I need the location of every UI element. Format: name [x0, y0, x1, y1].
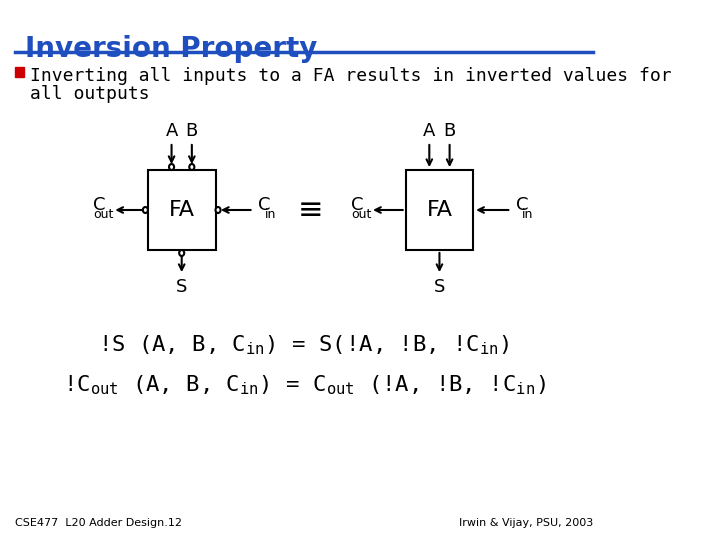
Text: C: C: [258, 196, 270, 214]
Text: Inversion Property: Inversion Property: [25, 35, 318, 63]
Text: Inverting all inputs to a FA results in inverted values for: Inverting all inputs to a FA results in …: [30, 67, 672, 85]
Circle shape: [179, 250, 184, 256]
Circle shape: [215, 207, 220, 213]
Text: FA: FA: [426, 200, 452, 220]
Text: S: S: [433, 278, 445, 296]
Circle shape: [143, 207, 148, 213]
Text: FA: FA: [168, 200, 194, 220]
Text: B: B: [186, 122, 198, 140]
Text: in: in: [264, 208, 276, 221]
Bar: [148, 170, 215, 250]
Circle shape: [169, 164, 174, 170]
Text: in: in: [522, 208, 534, 221]
Circle shape: [189, 164, 194, 170]
Text: C: C: [93, 196, 106, 214]
Text: !S (A, B, C$_{\mathregular{in}}$) = S(!A, !B, !C$_{\mathregular{in}}$): !S (A, B, C$_{\mathregular{in}}$) = S(!A…: [99, 333, 510, 357]
Text: A: A: [423, 122, 436, 140]
Text: C: C: [516, 196, 528, 214]
Text: out: out: [94, 208, 114, 221]
Text: ≡: ≡: [298, 195, 324, 225]
Text: all outputs: all outputs: [30, 85, 150, 103]
Text: S: S: [176, 278, 187, 296]
Text: Irwin & Vijay, PSU, 2003: Irwin & Vijay, PSU, 2003: [459, 518, 593, 528]
Text: C: C: [351, 196, 364, 214]
Text: !C$_{\mathregular{out}}$ (A, B, C$_{\mathregular{in}}$) = C$_{\mathregular{out}}: !C$_{\mathregular{out}}$ (A, B, C$_{\mat…: [63, 373, 546, 397]
Text: out: out: [351, 208, 372, 221]
Bar: [15, 67, 24, 77]
Text: CSE477  L20 Adder Design.12: CSE477 L20 Adder Design.12: [15, 518, 182, 528]
Text: B: B: [444, 122, 456, 140]
Text: A: A: [166, 122, 178, 140]
Bar: [405, 170, 473, 250]
